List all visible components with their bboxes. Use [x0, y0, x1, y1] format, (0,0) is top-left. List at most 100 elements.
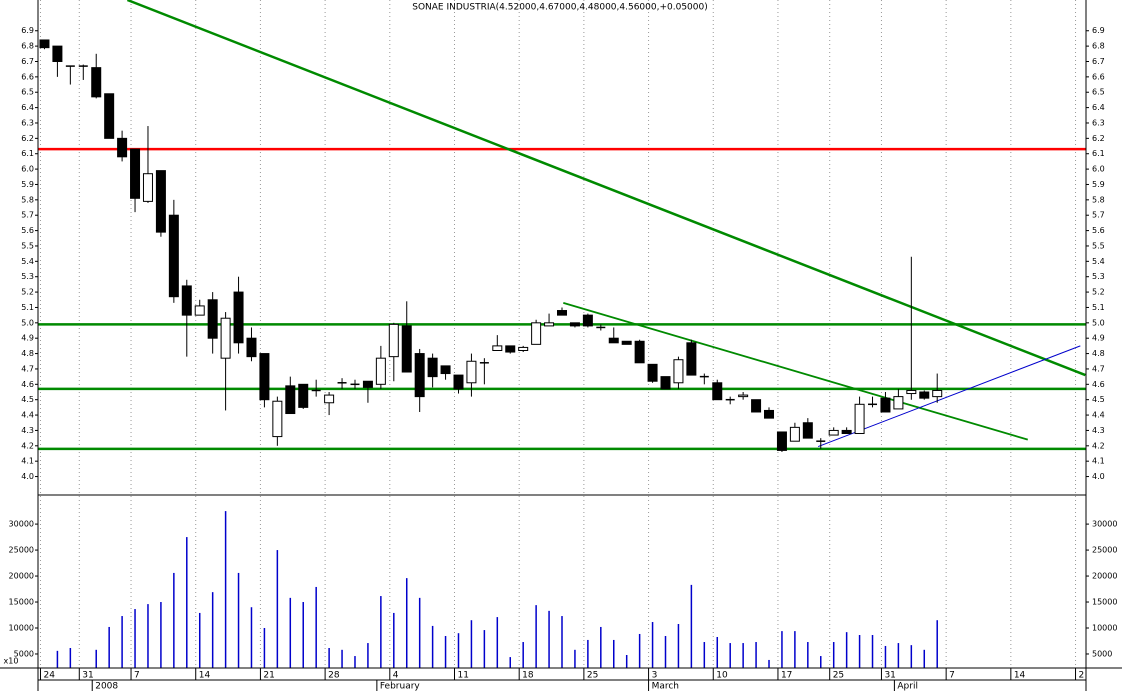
volume-bar — [858, 635, 861, 668]
x-tick-label: 31 — [82, 671, 93, 681]
volume-bar — [160, 602, 162, 668]
y-tick-label-right: 20000 — [1092, 572, 1117, 581]
y-tick-label: 6.6 — [21, 72, 34, 81]
volume-bar — [393, 612, 395, 668]
candle-body — [181, 285, 192, 316]
candle-body — [776, 431, 787, 451]
y-tick-label: 4.3 — [21, 426, 34, 435]
volume-bar — [522, 642, 524, 668]
y-tick-label-right: 5.9 — [1092, 180, 1105, 189]
y-tick-label-right: 6.0 — [1092, 165, 1105, 174]
volume-bar — [108, 626, 110, 668]
x-tick-label: 17 — [781, 671, 792, 681]
y-tick-label-right: 5.8 — [1092, 195, 1105, 204]
y-tick-label: 4.9 — [21, 334, 34, 343]
volume-bar — [211, 592, 214, 668]
y-tick-label: 5.4 — [21, 257, 34, 266]
candle-body — [466, 360, 477, 384]
volume-bar — [418, 597, 421, 668]
y-tick-label-right: 6.3 — [1092, 118, 1105, 127]
y-tick-label-right: 5.4 — [1092, 257, 1105, 266]
volume-bar — [509, 657, 511, 668]
volume-bar — [794, 631, 796, 668]
candle-body — [686, 342, 697, 376]
y-tick-label-right: 5.5 — [1092, 241, 1105, 250]
volume-bar — [613, 639, 615, 668]
volume-bar — [147, 604, 149, 668]
y-tick-label-right: 6.4 — [1092, 103, 1105, 112]
y-tick-label: 5.7 — [21, 211, 34, 220]
x-tick-label: 3 — [652, 671, 658, 681]
y-tick-label-right: 5.0 — [1092, 318, 1105, 327]
volume-bar — [561, 616, 563, 668]
y-tick-label: 6.5 — [21, 88, 34, 97]
candle-body — [738, 394, 749, 398]
y-tick-label-right: 4.1 — [1092, 457, 1105, 466]
y-tick-label-right: 25000 — [1092, 546, 1117, 555]
volume-bar — [69, 647, 72, 668]
y-tick-label: 4.2 — [21, 441, 34, 450]
candle-body — [375, 357, 386, 385]
x-tick-label: 21 — [263, 671, 274, 681]
volume-bar — [289, 597, 292, 668]
y-tick-label-right: 4.8 — [1092, 349, 1105, 358]
volume-bar — [263, 627, 266, 668]
volume-bar — [496, 617, 499, 668]
volume-bar — [923, 649, 926, 668]
volume-bar — [250, 607, 253, 668]
y-tick-label: 5.2 — [21, 288, 34, 297]
candle-body — [828, 429, 839, 436]
volume-bar — [742, 643, 744, 668]
y-tick-label: 6.9 — [21, 26, 34, 35]
volume-bar — [95, 649, 97, 668]
volume-bar — [625, 655, 628, 668]
candle-body — [582, 314, 593, 327]
candle-body — [906, 389, 917, 395]
candle-body — [362, 380, 373, 388]
y-tick-label: 5.9 — [21, 180, 34, 189]
period-label: March — [652, 682, 679, 691]
x-tick-label: 31 — [884, 671, 895, 681]
candle-body — [168, 214, 179, 298]
volume-bar — [134, 609, 136, 668]
volume-bar — [548, 610, 550, 668]
candle-body — [194, 305, 205, 316]
candle-body — [142, 173, 153, 202]
volume-bar — [820, 656, 822, 668]
candle-body — [841, 429, 852, 435]
y-tick-label: 5.6 — [21, 226, 34, 235]
volume-bar — [237, 572, 240, 668]
y-tick-label: 4.8 — [21, 349, 34, 358]
volume-bar — [871, 635, 874, 668]
candle-body — [324, 394, 335, 404]
candle-body — [39, 39, 50, 49]
chart-title: SONAE INDUSTRIA(4.52000,4.67000,4.48000,… — [412, 3, 708, 13]
candle-body — [492, 345, 503, 351]
candle-body — [569, 322, 580, 327]
y-tick-label-right: 4.5 — [1092, 395, 1105, 404]
y-tick-label-right: 10000 — [1092, 623, 1117, 632]
candle-body — [220, 317, 231, 359]
candle-body — [557, 310, 567, 316]
volume-bar — [121, 616, 123, 668]
volume-bar — [186, 537, 188, 668]
y-tick-label: 5.5 — [21, 241, 34, 250]
y-tick-label: 4.6 — [21, 380, 34, 389]
volume-bar — [807, 642, 809, 668]
candle-body — [440, 365, 451, 375]
candle-body — [155, 170, 166, 233]
candle-body — [130, 148, 141, 199]
volume-unit: x10 — [4, 657, 19, 666]
y-tick-label: 6.4 — [21, 103, 34, 112]
x-tick-label: 7 — [949, 671, 955, 681]
candle-body — [802, 422, 813, 439]
volume-bar — [664, 635, 667, 668]
volume-bar — [367, 643, 369, 668]
candle-body — [608, 337, 619, 344]
candle-body — [414, 353, 425, 398]
x-tick-label: 25 — [587, 671, 598, 681]
volume-bar — [574, 649, 576, 668]
candle-body — [91, 67, 102, 98]
